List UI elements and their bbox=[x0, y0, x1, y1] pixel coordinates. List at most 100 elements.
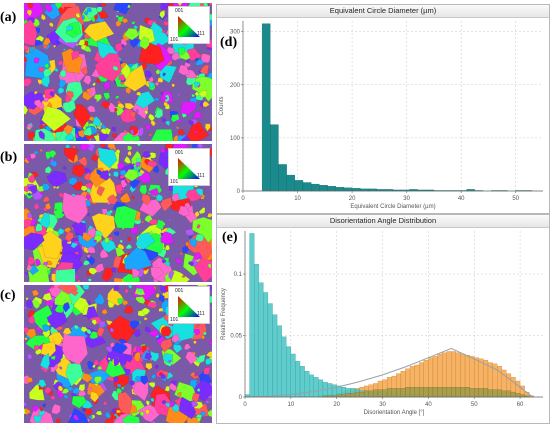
histogram-bar-series-3 bbox=[359, 391, 365, 398]
histogram-bar bbox=[270, 124, 279, 192]
x-tick-label: 50 bbox=[471, 402, 478, 408]
ipf-triangle-icon bbox=[178, 16, 200, 37]
histogram-bar-series-3 bbox=[519, 394, 525, 398]
histogram-bar-series-3 bbox=[492, 389, 498, 398]
x-tick-label: 10 bbox=[294, 196, 301, 202]
x-tick-label: 60 bbox=[517, 402, 524, 408]
y-axis-label: Relative Frequency bbox=[221, 288, 227, 340]
histogram-bar-series-1 bbox=[258, 282, 264, 398]
x-tick-label: 0 bbox=[241, 196, 245, 202]
histogram-bar-series-3 bbox=[391, 388, 397, 398]
histogram-bar-series-3 bbox=[460, 387, 466, 398]
histogram-bar-series-3 bbox=[419, 387, 424, 398]
histogram-bar-series-1 bbox=[276, 325, 282, 398]
histogram-bar-series-1 bbox=[295, 361, 301, 398]
y-axis-label: Counts bbox=[219, 96, 225, 115]
histogram-bar-series-3 bbox=[409, 387, 415, 398]
ipf-legend-b: 001 101 111 bbox=[168, 148, 210, 186]
histogram-bar-series-3 bbox=[506, 390, 512, 398]
histogram-bar bbox=[286, 174, 295, 192]
ipf-label-right: 111 bbox=[197, 31, 205, 37]
histogram-bar-series-1 bbox=[281, 336, 287, 398]
histogram-bar-series-1 bbox=[309, 374, 314, 398]
histogram-bar-series-3 bbox=[487, 389, 493, 398]
chart-title: Disorientation Angle Distribution bbox=[217, 215, 549, 228]
histogram-bar-series-3 bbox=[336, 394, 342, 398]
ipf-triangle-icon bbox=[178, 296, 200, 317]
ipf-label-right: 111 bbox=[197, 311, 205, 317]
y-tick-label: 300 bbox=[230, 30, 241, 36]
histogram-bar-series-3 bbox=[364, 390, 369, 398]
x-tick-label: 50 bbox=[512, 196, 519, 202]
ipf-label-top: 001 bbox=[175, 8, 184, 14]
ipf-label-top: 001 bbox=[175, 150, 184, 156]
histogram-bar-series-3 bbox=[437, 387, 443, 398]
histogram-bar bbox=[335, 187, 345, 192]
histogram-bar-series-1 bbox=[331, 384, 337, 398]
histogram-bar-series-1 bbox=[290, 353, 296, 398]
histogram-bar-series-3 bbox=[345, 393, 351, 398]
panel-label-b: (b) bbox=[0, 150, 18, 165]
histogram-bar-series-1 bbox=[249, 233, 255, 398]
histogram-bar-series-3 bbox=[478, 388, 484, 398]
histogram-bar-series-3 bbox=[464, 387, 470, 398]
histogram-bar-series-1 bbox=[263, 292, 269, 398]
histogram-bar-series-1 bbox=[313, 377, 319, 398]
panel-label-e: (e) bbox=[222, 230, 238, 245]
x-axis-label: Disorientation Angle [°] bbox=[364, 410, 425, 416]
mackenzie-curve bbox=[244, 347, 534, 398]
ipf-legend-a: 001 101 111 bbox=[168, 6, 210, 44]
ebsd-map-b-image bbox=[24, 144, 212, 282]
histogram-bar-series-3 bbox=[428, 387, 434, 398]
histogram-bar bbox=[311, 183, 320, 192]
x-tick-label: 40 bbox=[458, 196, 465, 202]
histogram-bar-series-3 bbox=[396, 388, 402, 398]
histogram-bar-series-3 bbox=[501, 390, 507, 398]
disorientation-histogram-panel: Disorientation Angle Distribution 0 10 20 3… bbox=[216, 214, 550, 424]
ipf-label-top: 001 bbox=[175, 288, 184, 294]
histogram-bar-series-3 bbox=[414, 387, 420, 398]
histogram-bar-series-3 bbox=[386, 388, 392, 398]
y-tick-label: 0.1 bbox=[234, 272, 243, 278]
x-tick-label: 20 bbox=[349, 196, 356, 202]
histogram-bar-series-3 bbox=[455, 387, 461, 398]
histogram-bar-series-3 bbox=[432, 387, 438, 398]
histogram-bar-series-3 bbox=[469, 388, 475, 398]
histogram-bar-series-1 bbox=[318, 379, 324, 398]
histogram-bar-series-3 bbox=[377, 389, 383, 398]
ipf-label-left: 101 bbox=[170, 37, 179, 43]
histogram-bar-series-3 bbox=[341, 394, 347, 398]
histogram-bar-series-1 bbox=[304, 371, 310, 398]
histogram-bar-series-3 bbox=[441, 387, 447, 398]
ipf-label-right: 111 bbox=[197, 173, 205, 179]
ecd-histogram: 0 10 20 30 40 50 0 100 200 300 Equivalent Circle D… bbox=[219, 21, 543, 210]
histogram-bar-series-3 bbox=[382, 389, 388, 398]
panel-label-c: (c) bbox=[0, 288, 16, 303]
ipf-legend-c: 001 101 111 bbox=[168, 286, 210, 324]
histogram-bar-series-1 bbox=[286, 346, 291, 398]
histogram-bar-series-3 bbox=[354, 391, 360, 398]
histogram-bar-series-1 bbox=[254, 264, 259, 398]
histogram-bar-series-3 bbox=[400, 388, 406, 398]
histogram-bar bbox=[327, 186, 336, 192]
ebsd-map-b bbox=[24, 144, 212, 282]
histogram-bar bbox=[294, 180, 304, 192]
histogram-bar bbox=[351, 188, 361, 192]
y-tick-label: 0.05 bbox=[230, 334, 242, 340]
histogram-bar-series-3 bbox=[423, 387, 429, 398]
y-tick-label: 0 bbox=[237, 189, 241, 195]
x-tick-label: 10 bbox=[288, 402, 295, 408]
histogram-bar bbox=[261, 23, 271, 192]
ipf-label-left: 101 bbox=[170, 179, 179, 185]
histogram-bar-series-3 bbox=[510, 391, 516, 398]
chart-title: Equivalent Circle Diameter (µm) bbox=[217, 5, 549, 18]
histogram-bar-series-3 bbox=[451, 387, 457, 398]
histogram-bar-series-3 bbox=[368, 390, 374, 398]
histogram-bar-series-1 bbox=[327, 383, 333, 398]
histogram-bar bbox=[343, 187, 353, 192]
ecd-histogram-panel: Equivalent Circle Diameter (µm) 0 10 20 30 4… bbox=[216, 4, 550, 214]
panel-label-a: (a) bbox=[0, 10, 17, 25]
ipf-triangle-icon bbox=[178, 158, 200, 179]
x-axis-label: Equivalent Circle Diameter (µm) bbox=[350, 204, 435, 210]
histogram-bar bbox=[302, 182, 312, 192]
